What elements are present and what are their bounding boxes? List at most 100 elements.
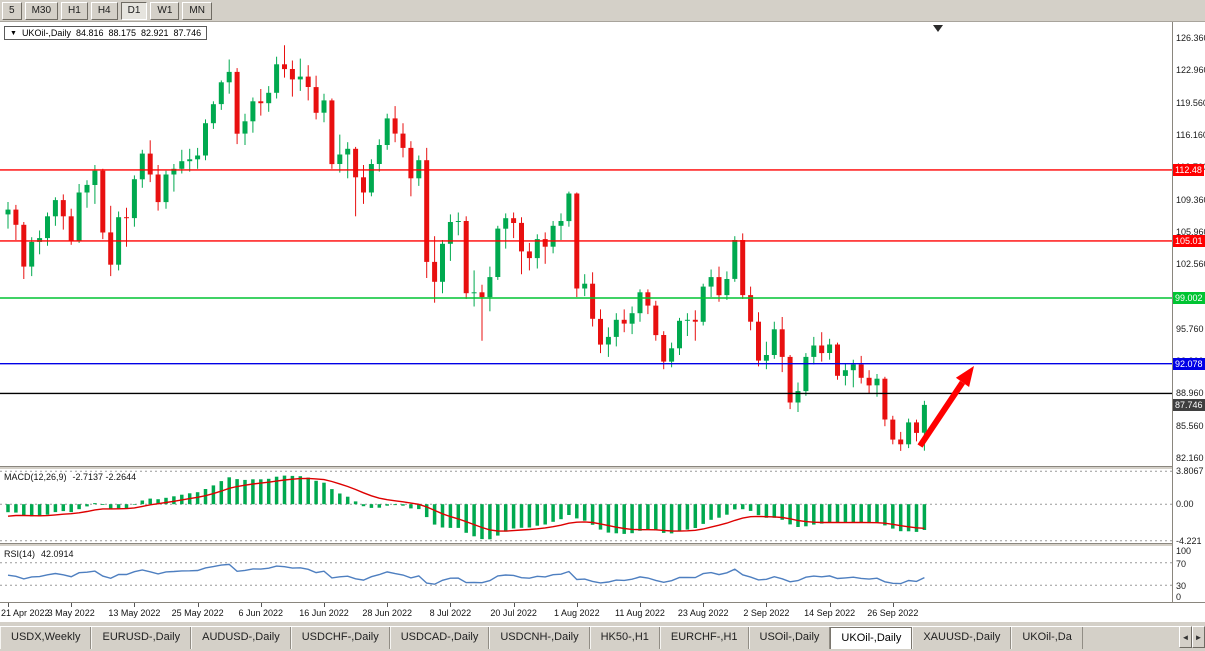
macd-axis-label: 0.00 [1176, 499, 1194, 510]
horizontal-level-lines[interactable] [0, 169, 1172, 395]
date-label: 3 May 2022 [47, 608, 95, 618]
price-chart-panel[interactable]: ▼ UKOil-,Daily 84.816 88.175 82.921 87.7… [0, 22, 1172, 466]
trend-arrow-annotation[interactable] [917, 366, 974, 448]
price-axis-label: 102.560 [1176, 259, 1205, 270]
price-axis-label: 126.360 [1176, 33, 1205, 44]
time-axis-tick [260, 603, 262, 607]
price-level-badge: 99.002 [1173, 292, 1205, 304]
time-axis-tick [640, 603, 641, 607]
time-axis-tick [197, 603, 199, 607]
date-label: 20 Jul 2022 [490, 608, 537, 618]
rsi-axis-label: 70 [1176, 558, 1187, 569]
date-label: 28 Jun 2022 [362, 608, 412, 618]
tab-scroll-right-button[interactable]: ► [1192, 626, 1205, 648]
chart-tab[interactable]: AUDUSD-,Daily [191, 627, 291, 649]
rsi-panel[interactable]: RSI(14) 42.0914 [0, 546, 1172, 602]
chart-tab[interactable]: EURUSD-,Daily [91, 627, 192, 649]
tab-scroll-left-button[interactable]: ◄ [1179, 626, 1192, 648]
timeframe-toolbar: 5 M30 H1 H4 D1 W1 MN [0, 0, 1205, 22]
ohlc-high: 88.175 [108, 28, 137, 38]
tab-scroll-nav: ◄ ► [1179, 626, 1205, 648]
chart-tab-bar: USDX,Weekly EURUSD-,Daily AUDUSD-,Daily USD… [0, 626, 1205, 649]
date-label: 23 Aug 2022 [677, 608, 729, 618]
candles-layer [5, 45, 927, 451]
chart-tab[interactable]: USDCAD-,Daily [389, 627, 490, 649]
timeframe-button-h4[interactable]: H4 [90, 1, 118, 20]
price-axis-label: 119.560 [1176, 97, 1205, 108]
chart-tab[interactable]: HK50-,H1 [589, 627, 660, 649]
symbol-marker-icon: ▼ [10, 29, 17, 37]
time-axis[interactable]: 21 Apr 2022 3 May 2022 13 May 2022 25 May 2… [0, 602, 1205, 622]
rsi-axis-label: 100 [1176, 546, 1192, 556]
timeframe-button-m30[interactable]: M30 [24, 1, 59, 20]
time-axis-tick [829, 603, 831, 607]
rsi-header: RSI(14) 42.0914 [4, 549, 74, 559]
rsi-level-lines [0, 562, 1172, 586]
panel-separator[interactable] [0, 543, 1172, 546]
chart-window[interactable]: ▼ UKOil-,Daily 84.816 88.175 82.921 87.7… [0, 22, 1205, 622]
price-axis-label: 105.960 [1176, 226, 1205, 237]
date-label: 21 Apr 2022 [1, 608, 50, 618]
date-label: 13 May 2022 [108, 608, 161, 618]
autoscroll-marker-icon [933, 25, 943, 32]
macd-histogram [6, 475, 927, 540]
chart-title-box: ▼ UKOil-,Daily 84.816 88.175 82.921 87.7… [4, 26, 208, 40]
date-label: 1 Aug 2022 [554, 608, 600, 618]
timeframe-button-5[interactable]: 5 [2, 1, 22, 20]
price-chart[interactable] [0, 22, 1172, 466]
price-axis[interactable]: 82.16085.56088.96092.36095.76099.160102.… [1172, 22, 1205, 602]
date-label: 11 Aug 2022 [615, 608, 665, 618]
price-axis-label: 88.960 [1176, 388, 1204, 399]
time-axis-tick [450, 603, 452, 607]
date-label: 8 Jul 2022 [429, 608, 472, 618]
price-axis-label: 122.960 [1176, 65, 1205, 76]
macd-axis-label: 3.8067 [1176, 466, 1204, 477]
macd-values: -2.7137 -2.2644 [72, 472, 137, 482]
price-level-badge: 112.48 [1173, 163, 1204, 176]
time-axis-tick [703, 603, 705, 607]
chart-tab[interactable]: USOil-,Daily [748, 627, 831, 649]
time-axis-tick [324, 603, 325, 607]
chart-tab[interactable]: USDCHF-,Daily [290, 627, 390, 649]
time-axis-tick [766, 603, 768, 607]
time-axis-tick [576, 603, 578, 607]
time-axis-tick [892, 603, 894, 607]
macd-panel[interactable]: MACD(12,26,9) -2.7137 -2.2644 [0, 469, 1172, 543]
chart-tab[interactable]: UKOil-,Daily [830, 627, 913, 649]
rsi-value: 42.0914 [41, 549, 74, 559]
macd-chart[interactable] [0, 469, 1172, 543]
date-label: 26 Sep 2022 [867, 608, 919, 618]
date-label: 16 Jun 2022 [299, 608, 349, 618]
price-axis-label: 82.160 [1176, 453, 1204, 463]
chart-tab[interactable]: USDX,Weekly [0, 627, 92, 649]
timeframe-button-d1[interactable]: D1 [120, 1, 148, 20]
chart-tab[interactable]: XAUUSD-,Daily [912, 627, 1012, 649]
time-axis-tick [71, 603, 73, 607]
chart-tab[interactable]: EURCHF-,H1 [659, 627, 749, 649]
macd-axis-label: -4.221 [1176, 535, 1202, 546]
rsi-line [7, 563, 925, 585]
date-label: 25 May 2022 [171, 608, 224, 618]
current-price-badge: 87.746 [1173, 398, 1205, 411]
rsi-axis-label: 0 [1176, 592, 1182, 602]
time-axis-tick [513, 603, 515, 607]
timeframe-button-w1[interactable]: W1 [150, 1, 180, 20]
chart-tab[interactable]: UKOil-,Da [1011, 627, 1083, 649]
macd-signal-line [7, 477, 925, 532]
rsi-chart[interactable] [0, 546, 1172, 602]
chart-symbol-label: UKOil-,Daily [21, 28, 71, 38]
chart-tab[interactable]: USDCNH-,Daily [489, 627, 590, 649]
panel-separator[interactable] [0, 466, 1172, 469]
rsi-label: RSI(14) [4, 549, 36, 559]
price-level-badge: 105.01 [1173, 234, 1205, 247]
time-axis-tick [8, 603, 9, 607]
timeframe-button-h1[interactable]: H1 [61, 1, 88, 20]
time-axis-tick [387, 603, 389, 607]
ohlc-low: 82.921 [141, 28, 169, 38]
price-axis-label: 95.760 [1176, 323, 1204, 334]
macd-label: MACD(12,26,9) [4, 472, 67, 482]
price-axis-label: 116.160 [1176, 130, 1205, 140]
timeframe-button-mn[interactable]: MN [182, 1, 212, 20]
price-level-badge: 92.078 [1173, 357, 1205, 370]
